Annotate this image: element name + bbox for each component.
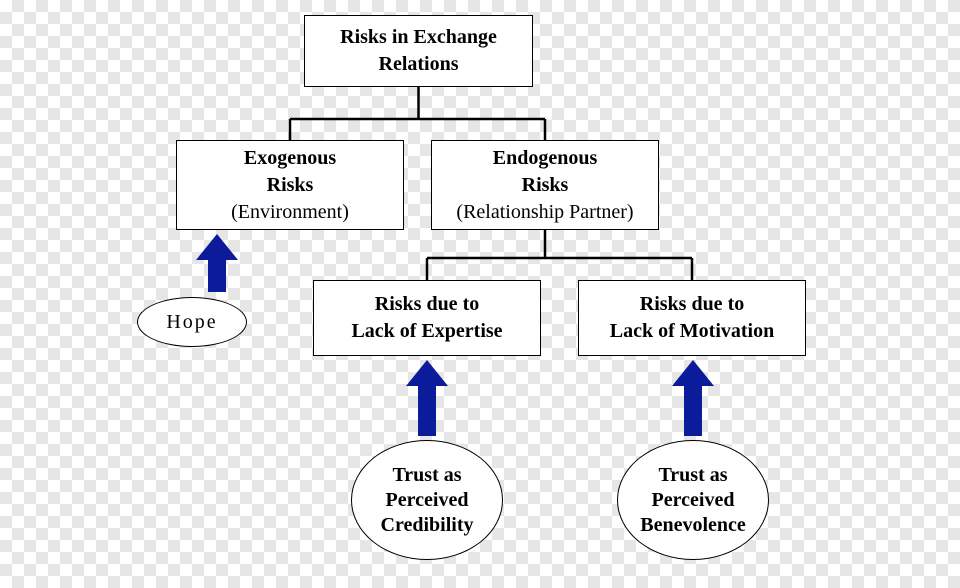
- node-endogenous-line2: Risks: [522, 172, 569, 199]
- node-expertise: Risks due to Lack of Expertise: [313, 280, 541, 356]
- ellipse-credibility-line1: Trust as: [392, 463, 461, 488]
- diagram-canvas: Risks in Exchange Relations Exogenous Ri…: [0, 0, 960, 588]
- node-motivation-line1: Risks due to: [640, 291, 744, 318]
- node-endogenous-subtitle: (Relationship Partner): [456, 199, 633, 226]
- node-motivation-line2: Lack of Motivation: [610, 318, 774, 345]
- node-exogenous: Exogenous Risks (Environment): [176, 140, 404, 230]
- ellipse-credibility: Trust as Perceived Credibility: [351, 440, 503, 560]
- node-endogenous: Endogenous Risks (Relationship Partner): [431, 140, 659, 230]
- node-expertise-line1: Risks due to: [375, 291, 479, 318]
- node-exogenous-line1: Exogenous: [244, 145, 336, 172]
- node-motivation: Risks due to Lack of Motivation: [578, 280, 806, 356]
- node-endogenous-line1: Endogenous: [493, 145, 598, 172]
- ellipse-benevolence-line1: Trust as: [658, 463, 727, 488]
- node-expertise-line2: Lack of Expertise: [351, 318, 502, 345]
- node-root: Risks in Exchange Relations: [304, 15, 533, 87]
- ellipse-hope: Hope: [137, 297, 247, 347]
- ellipse-credibility-line3: Credibility: [381, 513, 474, 538]
- ellipse-hope-text: Hope: [166, 310, 217, 335]
- node-exogenous-subtitle: (Environment): [231, 199, 349, 226]
- ellipse-benevolence-line3: Benevolence: [640, 513, 746, 538]
- node-exogenous-line2: Risks: [267, 172, 314, 199]
- ellipse-credibility-line2: Perceived: [386, 488, 469, 513]
- ellipse-benevolence: Trust as Perceived Benevolence: [617, 440, 769, 560]
- node-root-line1: Risks in Exchange: [340, 24, 497, 51]
- node-root-line2: Relations: [379, 51, 459, 78]
- ellipse-benevolence-line2: Perceived: [652, 488, 735, 513]
